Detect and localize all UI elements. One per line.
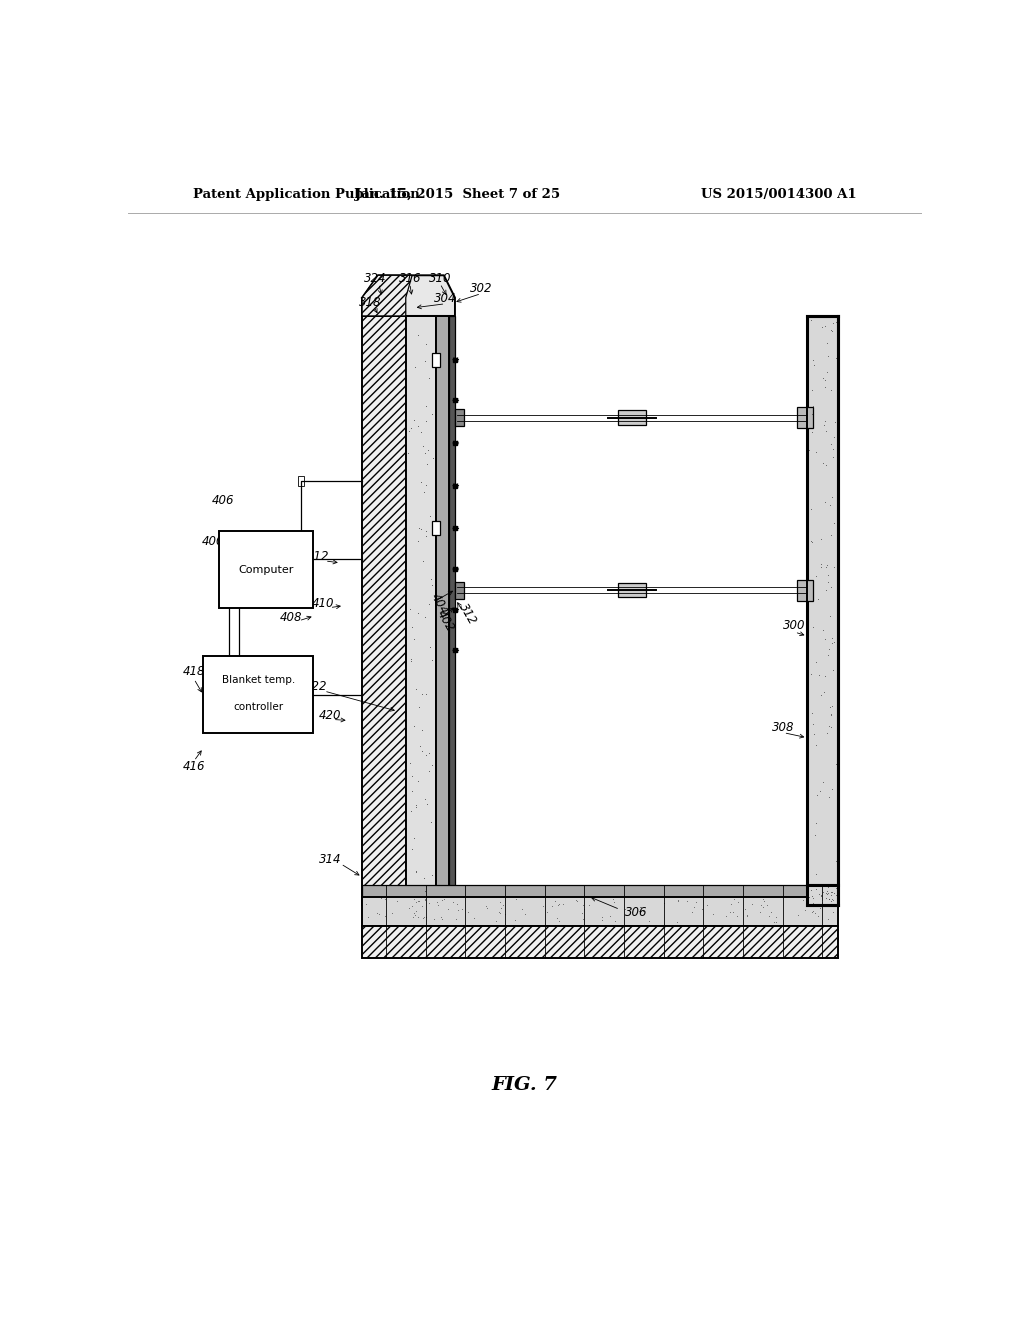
Bar [298, 475, 304, 486]
Text: 324: 324 [365, 272, 387, 285]
Bar [362, 315, 406, 906]
Text: 314: 314 [319, 853, 342, 866]
Text: 416: 416 [182, 760, 205, 772]
Bar [807, 886, 839, 906]
Text: 306: 306 [625, 906, 647, 919]
Bar [436, 315, 449, 906]
Bar [449, 315, 455, 906]
Text: controller: controller [233, 702, 284, 711]
Bar [406, 297, 436, 315]
Polygon shape [362, 276, 412, 315]
Text: US 2015/0014300 A1: US 2015/0014300 A1 [701, 189, 856, 202]
Text: FIG. 7: FIG. 7 [492, 1076, 558, 1094]
Bar [617, 411, 646, 425]
Bar [797, 408, 813, 428]
Text: 410: 410 [312, 597, 335, 610]
Text: 304: 304 [434, 292, 457, 305]
Bar [219, 532, 313, 607]
Text: Jan. 15, 2015  Sheet 7 of 25: Jan. 15, 2015 Sheet 7 of 25 [354, 189, 560, 202]
Text: 310: 310 [429, 272, 452, 285]
Text: 318: 318 [358, 296, 381, 309]
Text: 312: 312 [457, 601, 479, 627]
Text: 412: 412 [307, 550, 330, 564]
Text: Blanket temp.: Blanket temp. [221, 676, 295, 685]
Text: Patent Application Publication: Patent Application Publication [194, 189, 420, 202]
Bar [204, 656, 313, 733]
Bar [432, 352, 440, 367]
Bar [797, 581, 813, 601]
Text: Computer: Computer [239, 565, 294, 574]
Bar [807, 315, 839, 886]
Text: 300: 300 [783, 619, 806, 632]
Bar [455, 409, 465, 426]
Bar [432, 521, 440, 536]
Bar [362, 898, 839, 925]
Bar [362, 297, 406, 315]
Text: 400: 400 [202, 535, 224, 548]
Polygon shape [362, 276, 455, 315]
Bar [362, 925, 839, 958]
Text: 408: 408 [281, 611, 303, 624]
Text: 302: 302 [470, 282, 493, 294]
Bar [362, 886, 839, 898]
Text: 406: 406 [212, 495, 234, 507]
Text: 402: 402 [434, 609, 457, 634]
Bar [455, 582, 465, 598]
Text: 420: 420 [318, 709, 341, 722]
Text: 308: 308 [772, 721, 795, 734]
Bar [406, 315, 436, 906]
Text: 322: 322 [305, 680, 328, 693]
Bar [617, 583, 646, 598]
Text: 418: 418 [182, 665, 205, 678]
Text: 316: 316 [398, 272, 421, 285]
Text: 404: 404 [428, 590, 451, 616]
